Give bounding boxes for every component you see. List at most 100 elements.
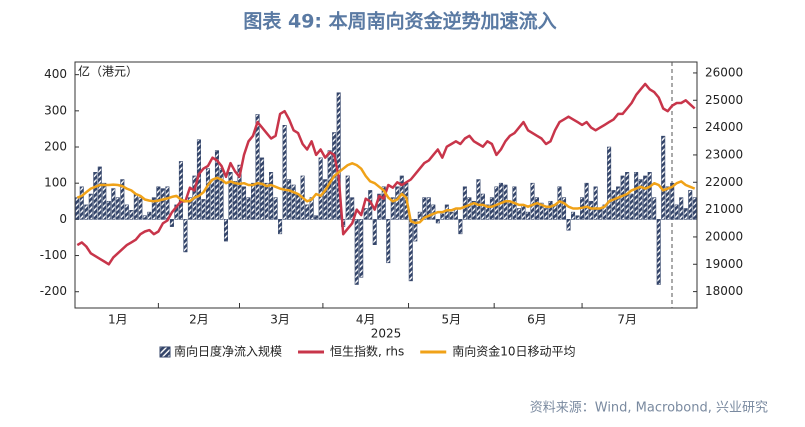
- bar: [156, 186, 161, 220]
- y-tick-label: 300: [44, 103, 67, 117]
- bar: [255, 114, 260, 220]
- chart-title: 图表 49: 本周南向资金逆势加速流入: [243, 10, 556, 33]
- bar: [377, 193, 382, 220]
- line: [76, 162, 696, 225]
- bar: [363, 208, 368, 220]
- bar: [93, 172, 98, 220]
- bar: [413, 219, 418, 242]
- bar: [237, 164, 242, 220]
- bar: [264, 182, 269, 220]
- bar: [219, 168, 224, 220]
- y-tick-label: 0: [59, 212, 67, 226]
- bar: [539, 202, 544, 220]
- bar: [314, 215, 319, 220]
- y2-tick-label: 22000: [705, 175, 743, 189]
- bar: [242, 186, 247, 220]
- bar: [417, 211, 422, 220]
- x-tick-label: 3月: [270, 313, 290, 327]
- bar: [656, 219, 661, 285]
- y-tick-label: 100: [44, 176, 67, 190]
- bar: [553, 204, 558, 220]
- bar: [305, 204, 310, 220]
- bar: [205, 168, 210, 220]
- bar: [169, 219, 174, 227]
- bar: [260, 157, 265, 220]
- bar: [534, 197, 540, 220]
- bar: [151, 197, 156, 220]
- bar: [435, 219, 440, 224]
- y2-tick-label: 19000: [705, 257, 743, 271]
- bar: [269, 172, 274, 220]
- bar: [616, 186, 621, 220]
- bar: [521, 204, 526, 220]
- bar: [516, 208, 521, 220]
- y-tick-label: -100: [40, 248, 67, 262]
- bar: [187, 197, 192, 220]
- y-tick-label: 400: [44, 67, 67, 81]
- bar: [390, 197, 395, 220]
- line: [76, 82, 696, 266]
- bar: [562, 197, 567, 220]
- bar: [629, 193, 634, 220]
- bar: [323, 179, 328, 220]
- bar: [381, 186, 386, 220]
- bar: [467, 197, 472, 220]
- bar: [359, 219, 364, 278]
- x-tick-label: 7月: [617, 313, 637, 327]
- y2-tick-label: 21000: [705, 202, 743, 216]
- bar: [485, 204, 490, 220]
- bar: [345, 175, 350, 220]
- plot-frame: [74, 61, 698, 309]
- bar: [273, 197, 278, 220]
- bar: [124, 204, 129, 220]
- legend-label: 南向日度净流入规模: [174, 344, 282, 359]
- bar: [318, 157, 323, 220]
- bar: [548, 200, 553, 220]
- bar: [399, 175, 404, 220]
- x-tick-label: 4月: [356, 313, 376, 327]
- bar: [584, 182, 589, 220]
- bar: [291, 184, 296, 220]
- bar: [670, 182, 675, 220]
- bar: [174, 204, 179, 220]
- bar: [661, 135, 666, 220]
- bar: [674, 204, 679, 220]
- legend-label: 恒生指数, rhs: [330, 344, 404, 359]
- bar: [426, 197, 431, 220]
- bar: [489, 197, 494, 220]
- y2-tick-label: 20000: [705, 229, 743, 243]
- x-axis-label: 2025: [371, 327, 402, 341]
- bar: [530, 182, 535, 220]
- source: 资料来源：Wind, Macrobond, 兴业研究: [530, 401, 768, 416]
- bar: [471, 200, 476, 220]
- bar: [462, 186, 467, 220]
- bar: [133, 193, 138, 220]
- legend-label: 南向资金10日移动平均: [452, 344, 575, 359]
- y-axis-label: 亿（港元）: [78, 64, 138, 79]
- y2-tick-label: 24000: [705, 120, 743, 134]
- bar: [395, 186, 400, 220]
- bar: [354, 219, 359, 285]
- bar: [183, 219, 188, 253]
- y2-tick-label: 18000: [705, 284, 743, 298]
- bar: [287, 179, 292, 220]
- x-tick-label: 1月: [108, 313, 128, 327]
- bar: [232, 181, 238, 220]
- bar: [598, 208, 603, 220]
- bar: [607, 146, 612, 220]
- bar: [88, 193, 93, 220]
- bar: [647, 172, 652, 220]
- bar: [120, 179, 125, 220]
- bar: [458, 219, 463, 235]
- bar: [178, 161, 183, 220]
- x-tick-label: 5月: [442, 313, 462, 327]
- bar: [683, 208, 688, 220]
- bar: [440, 213, 445, 220]
- bar: [115, 197, 120, 220]
- bar: [566, 219, 571, 231]
- bar: [246, 197, 251, 220]
- bar: [142, 215, 147, 220]
- bar: [507, 200, 512, 220]
- y2-tick-label: 26000: [705, 65, 743, 79]
- bar: [75, 197, 80, 220]
